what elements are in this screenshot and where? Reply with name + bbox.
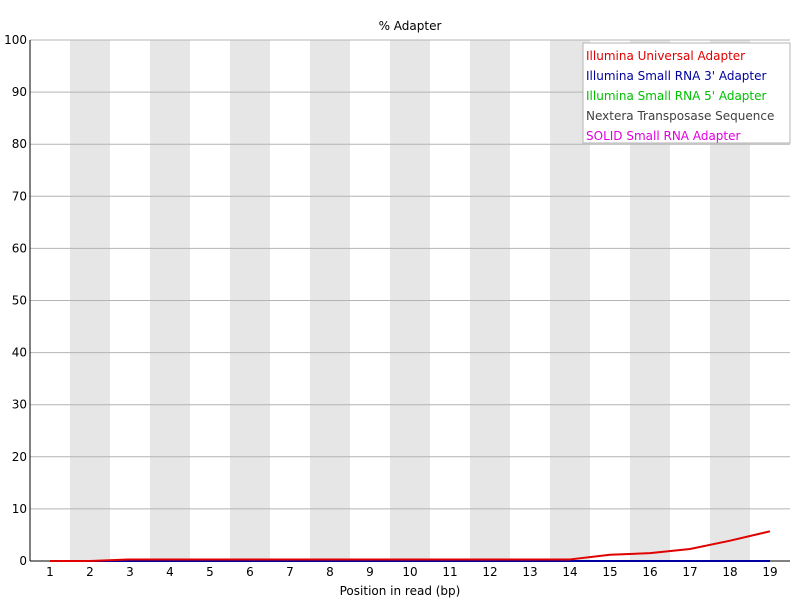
x-tick-label-13: 13: [522, 565, 537, 579]
legend-entry-5: SOLID Small RNA Adapter: [586, 129, 740, 143]
x-tick-label-8: 8: [326, 565, 334, 579]
x-tick-label-18: 18: [722, 565, 737, 579]
x-tick-label-3: 3: [126, 565, 134, 579]
x-tick-label-14: 14: [562, 565, 577, 579]
y-tick-label-40: 40: [12, 346, 27, 360]
x-tick-label-12: 12: [482, 565, 497, 579]
series-layer: [50, 530, 771, 562]
x-tick-label-17: 17: [682, 565, 697, 579]
legend-entry-2: Illumina Small RNA 3' Adapter: [586, 69, 767, 83]
x-tick-label-10: 10: [402, 565, 417, 579]
y-tick-labels: 0 10 20 30 40 50 60 70 80 90 100: [4, 33, 27, 568]
x-tick-label-11: 11: [442, 565, 457, 579]
legend-entry-4: Nextera Transposase Sequence: [586, 109, 774, 123]
y-tick-label-100: 100: [4, 33, 27, 47]
x-tick-label-9: 9: [366, 565, 374, 579]
y-tick-label-10: 10: [12, 502, 27, 516]
x-tick-label-16: 16: [642, 565, 657, 579]
legend-box: [582, 42, 791, 144]
y-tick-label-50: 50: [12, 294, 27, 308]
x-tick-label-1: 1: [46, 565, 54, 579]
y-tick-label-0: 0: [19, 554, 27, 568]
y-tick-label-60: 60: [12, 241, 27, 255]
y-tick-label-70: 70: [12, 189, 27, 203]
x-tick-label-5: 5: [206, 565, 214, 579]
x-tick-label-15: 15: [602, 565, 617, 579]
series-line-illumina-universal-adapter: [50, 530, 771, 562]
legend-entry-1: Illumina Universal Adapter: [586, 49, 745, 63]
x-tick-label-19: 19: [762, 565, 777, 579]
x-tick-label-6: 6: [246, 565, 254, 579]
y-tick-label-90: 90: [12, 85, 27, 99]
chart-title: % Adapter: [379, 19, 442, 33]
legend-entry-3: Illumina Small RNA 5' Adapter: [586, 89, 767, 103]
x-tick-labels: 1 2 3 4 5 6 7 8 9 10 11 12 13 14 15 16 17 18 19: [46, 565, 777, 579]
x-tick-label-7: 7: [286, 565, 294, 579]
y-tick-label-30: 30: [12, 398, 27, 412]
legend: Illumina Universal Adapter Illumina Small…: [582, 42, 791, 144]
x-tick-label-4: 4: [166, 565, 174, 579]
x-tick-label-2: 2: [86, 565, 94, 579]
y-tick-label-20: 20: [12, 450, 27, 464]
x-axis-label: Position in read (bp): [340, 584, 461, 598]
y-tick-label-80: 80: [12, 137, 27, 151]
